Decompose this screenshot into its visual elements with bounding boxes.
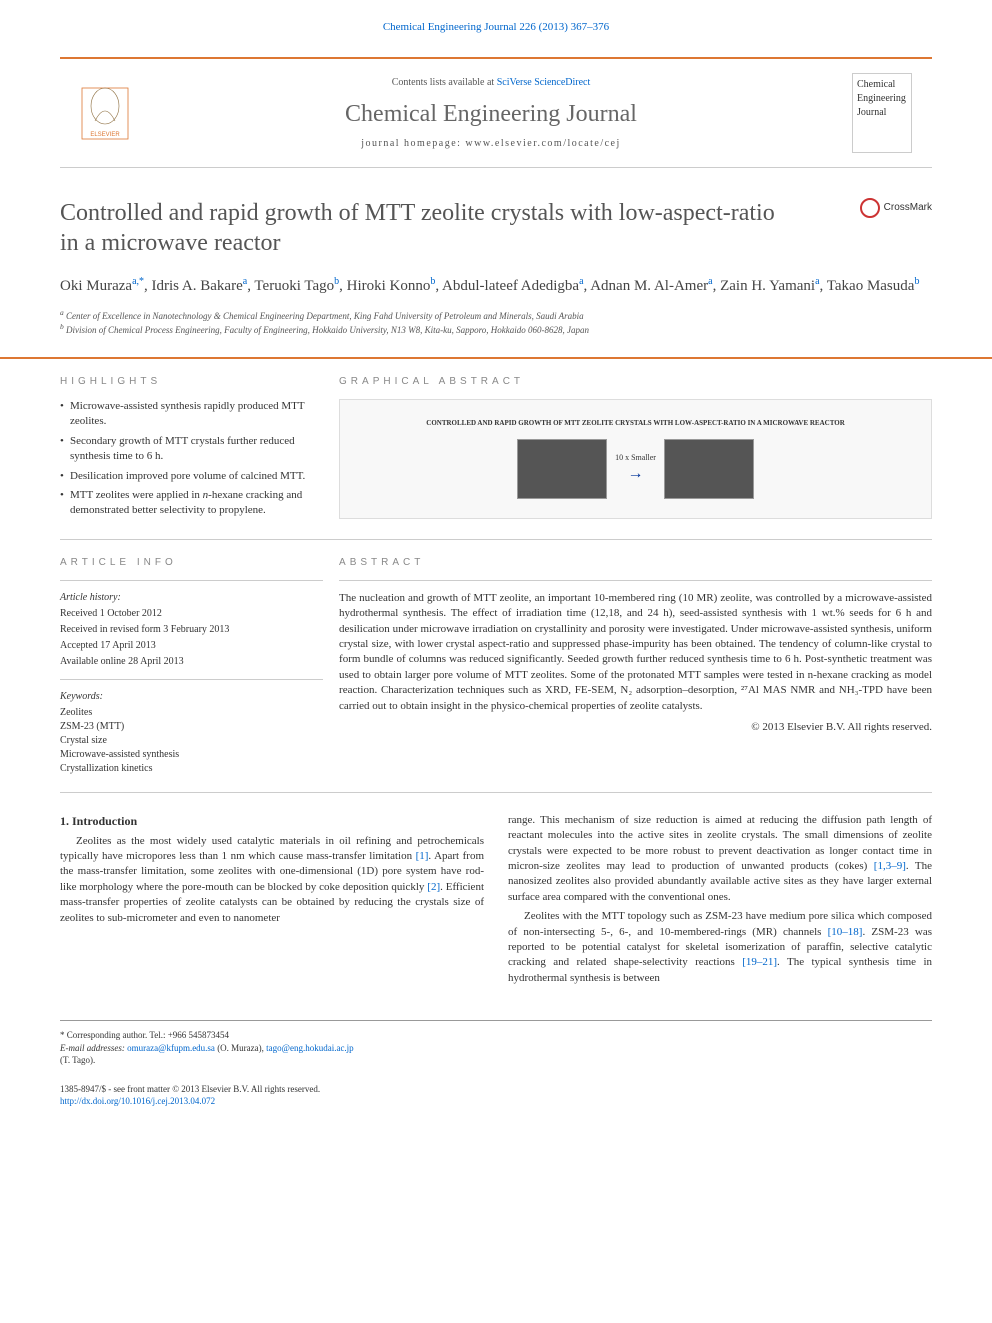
article-info-label: ARTICLE INFO [60, 556, 323, 570]
arrow-icon: → [615, 463, 656, 485]
article-title: Controlled and rapid growth of MTT zeoli… [60, 198, 775, 258]
keywords-heading: Keywords: [60, 690, 323, 704]
intro-heading: 1. Introduction [60, 813, 484, 830]
journal-homepage: journal homepage: www.elsevier.com/locat… [130, 137, 852, 151]
contents-available: Contents lists available at SciVerse Sci… [130, 76, 852, 90]
keyword: Crystal size [60, 734, 323, 748]
intro-paragraph: Zeolites with the MTT topology such as Z… [508, 909, 932, 986]
journal-reference: Chemical Engineering Journal 226 (2013) … [60, 20, 932, 35]
email-name: (O. Muraza), [217, 1043, 264, 1053]
intro-paragraph: range. This mechanism of size reduction … [508, 813, 932, 905]
abstract-label: ABSTRACT [339, 556, 932, 570]
email-line: E-mail addresses: omuraza@kfupm.edu.sa (… [60, 1042, 583, 1067]
masthead: ELSEVIER Contents lists available at Sci… [60, 57, 932, 168]
intro-paragraph: Zeolites as the most widely used catalyt… [60, 834, 484, 926]
ga-left-image [517, 439, 607, 499]
article-history-heading: Article history: [60, 591, 323, 605]
crossmark-badge[interactable]: CrossMark [860, 198, 932, 218]
keyword: Zeolites [60, 706, 323, 720]
issn-line: 1385-8947/$ - see front matter © 2013 El… [60, 1083, 932, 1096]
doi-link[interactable]: http://dx.doi.org/10.1016/j.cej.2013.04.… [60, 1096, 215, 1106]
elsevier-logo-icon: ELSEVIER [80, 86, 130, 141]
masthead-center: Contents lists available at SciVerse Sci… [130, 76, 852, 152]
affiliation-b: b Division of Chemical Process Engineeri… [60, 322, 932, 337]
ga-title: CONTROLLED AND RAPID GROWTH OF MTT ZEOLI… [426, 419, 844, 429]
keyword: Microwave-assisted synthesis [60, 748, 323, 762]
page-footer: * Corresponding author. Tel.: +966 54587… [60, 1020, 932, 1108]
ga-image-row: 10 x Smaller → [517, 439, 754, 499]
article-info-abstract-row: ARTICLE INFO Article history: Received 1… [60, 540, 932, 793]
page-header: Chemical Engineering Journal 226 (2013) … [0, 0, 992, 57]
highlights-label: HIGHLIGHTS [60, 375, 323, 389]
graphical-abstract: CONTROLLED AND RAPID GROWTH OF MTT ZEOLI… [339, 399, 932, 519]
email-link[interactable]: tago@eng.hokudai.ac.jp [266, 1043, 354, 1053]
ga-right-image [664, 439, 754, 499]
keywords-block: Keywords: Zeolites ZSM-23 (MTT) Crystal … [60, 690, 323, 776]
contents-label: Contents lists available at [392, 77, 494, 88]
highlight-item: MTT zeolites were applied in n-hexane cr… [60, 488, 323, 519]
right-column: range. This mechanism of size reduction … [508, 813, 932, 990]
graphical-abstract-label: GRAPHICAL ABSTRACT [339, 375, 932, 389]
elsevier-block: ELSEVIER [80, 86, 130, 141]
scidirect-link[interactable]: SciVerse ScienceDirect [497, 77, 591, 88]
highlights-graphical-row: HIGHLIGHTS Microwave-assisted synthesis … [60, 359, 932, 540]
journal-name: Chemical Engineering Journal [130, 98, 852, 132]
author-list: Oki Murazaa,*, Idris A. Bakarea, Teruoki… [60, 274, 932, 298]
emails-label: E-mail addresses: [60, 1043, 125, 1053]
highlight-item: Secondary growth of MTT crystals further… [60, 434, 323, 465]
email-name: (T. Tago). [60, 1055, 95, 1065]
email-link[interactable]: omuraza@kfupm.edu.sa [127, 1043, 215, 1053]
ga-middle-label: 10 x Smaller [615, 452, 656, 463]
keyword: Crystallization kinetics [60, 762, 323, 776]
article-history: Article history: Received 1 October 2012… [60, 591, 323, 669]
journal-cover-thumb: Chemical Engineering Journal [852, 73, 912, 153]
svg-text:ELSEVIER: ELSEVIER [90, 132, 120, 138]
affiliations: a Center of Excellence in Nanotechnology… [60, 308, 932, 337]
abstract-text: The nucleation and growth of MTT zeolite… [339, 591, 932, 714]
crossmark-icon [860, 198, 880, 218]
corresponding-author: * Corresponding author. Tel.: +966 54587… [60, 1029, 583, 1042]
highlight-item: Microwave-assisted synthesis rapidly pro… [60, 399, 323, 430]
title-section: Controlled and rapid growth of MTT zeoli… [0, 168, 992, 359]
left-column: 1. Introduction Zeolites as the most wid… [60, 813, 484, 990]
highlights-list: Microwave-assisted synthesis rapidly pro… [60, 399, 323, 519]
copyright-line: © 2013 Elsevier B.V. All rights reserved… [339, 720, 932, 735]
history-line: Available online 28 April 2013 [60, 655, 323, 669]
affiliation-a: a Center of Excellence in Nanotechnology… [60, 308, 932, 323]
highlight-item: Desilication improved pore volume of cal… [60, 469, 323, 484]
crossmark-label: CrossMark [884, 201, 932, 215]
history-line: Accepted 17 April 2013 [60, 639, 323, 653]
keyword: ZSM-23 (MTT) [60, 720, 323, 734]
history-line: Received 1 October 2012 [60, 607, 323, 621]
history-line: Received in revised form 3 February 2013 [60, 623, 323, 637]
body-columns: 1. Introduction Zeolites as the most wid… [60, 813, 932, 990]
